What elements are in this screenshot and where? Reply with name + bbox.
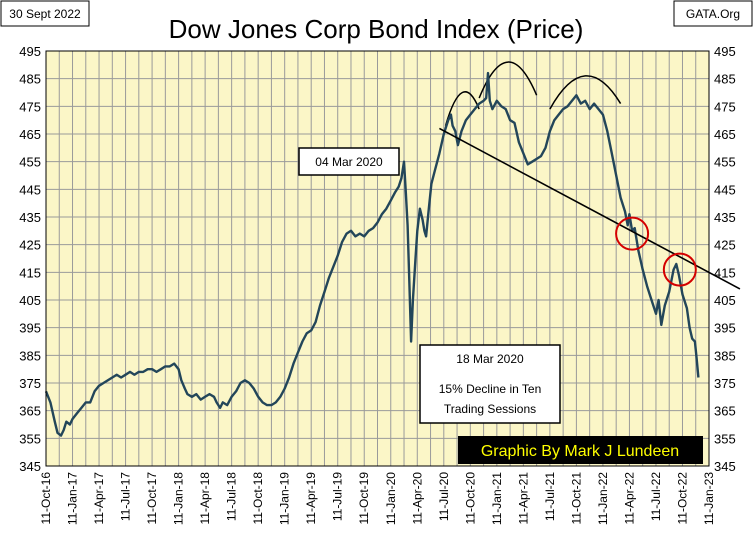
y-tick-right-0: 345: [714, 459, 736, 474]
y-tick-left-9: 435: [19, 210, 41, 225]
x-tick-3: 11-Jul-17: [119, 472, 133, 521]
x-tick-25: 11-Jan-23: [702, 472, 716, 525]
peak-arc-2: [549, 75, 622, 110]
y-tick-right-10: 445: [714, 182, 736, 197]
x-tick-13: 11-Jan-20: [384, 472, 398, 525]
x-tick-19: 11-Jul-21: [543, 472, 557, 521]
x-tick-10: 11-Apr-19: [304, 472, 318, 525]
x-tick-11: 11-Jul-19: [331, 472, 345, 521]
x-tick-18: 11-Apr-21: [516, 472, 530, 525]
x-tick-15: 11-Jul-20: [437, 472, 451, 521]
annotation-box-mar4: [298, 147, 400, 176]
y-tick-left-14: 485: [19, 72, 41, 87]
trendline-group: [439, 127, 741, 290]
annotation-mar18-line2: 15% Decline in Ten: [439, 382, 542, 396]
date-label: 30 Sept 2022: [9, 7, 81, 21]
highlight-circle-1: [662, 252, 697, 287]
y-tick-right-11: 455: [714, 155, 736, 170]
x-tick-0: 11-Oct-16: [39, 472, 53, 525]
y-tick-left-5: 395: [19, 321, 41, 336]
y-tick-left-13: 475: [19, 99, 41, 114]
annotation-box-mar18: [419, 344, 561, 424]
y-tick-right-4: 385: [714, 348, 736, 363]
y-tick-right-1: 355: [714, 431, 736, 446]
series-group: [44, 71, 700, 437]
credit-text: Graphic By Mark J Lundeen: [481, 443, 679, 460]
x-tick-16: 11-Oct-20: [463, 472, 477, 525]
y-tick-left-8: 425: [19, 238, 41, 253]
y-tick-right-13: 475: [714, 99, 736, 114]
highlight-circles: [615, 216, 697, 287]
y-tick-left-1: 355: [19, 431, 41, 446]
highlight-circle-0: [615, 216, 650, 251]
x-tick-2: 11-Apr-17: [92, 472, 106, 525]
x-tick-6: 11-Apr-18: [198, 472, 212, 525]
y-tick-right-7: 415: [714, 265, 736, 280]
x-tick-23: 11-Jul-22: [649, 472, 663, 521]
annotation-mar18-line3: Trading Sessions: [444, 402, 536, 416]
x-tick-5: 11-Jan-18: [172, 472, 186, 525]
y-tick-right-3: 375: [714, 376, 736, 391]
y-tick-left-10: 445: [19, 182, 41, 197]
x-tick-8: 11-Oct-18: [251, 472, 265, 525]
credit-box: [458, 436, 703, 464]
x-tick-24: 11-Oct-22: [675, 472, 689, 525]
x-tick-7: 11-Jul-18: [225, 472, 239, 521]
peak-arc-1: [478, 61, 538, 99]
y-tick-left-7: 415: [19, 265, 41, 280]
x-tick-20: 11-Oct-21: [569, 472, 583, 525]
y-tick-left-4: 385: [19, 348, 41, 363]
chart-title: Dow Jones Corp Bond Index (Price): [169, 14, 584, 44]
y-tick-left-0: 345: [19, 459, 41, 474]
y-axis-left: 345 355 365 375 385 395 405 415 425 435 445 455 465 4…: [19, 44, 41, 474]
y-tick-right-9: 435: [714, 210, 736, 225]
y-tick-right-8: 425: [714, 238, 736, 253]
y-tick-left-12: 465: [19, 127, 41, 142]
annotation-mar18-line1: 18 Mar 2020: [456, 352, 524, 366]
y-tick-left-3: 375: [19, 376, 41, 391]
annotation-mar4-text: 04 Mar 2020: [315, 155, 383, 169]
source-box: [673, 0, 753, 27]
x-tick-12: 11-Oct-19: [357, 472, 371, 525]
x-tick-4: 11-Oct-17: [145, 472, 159, 525]
y-tick-left-11: 455: [19, 155, 41, 170]
x-tick-9: 11-Jan-19: [278, 472, 292, 525]
y-tick-left-2: 365: [19, 404, 41, 419]
y-tick-left-6: 405: [19, 293, 41, 308]
date-box: [0, 0, 90, 27]
x-tick-1: 11-Jan-17: [66, 472, 80, 525]
x-tick-22: 11-Apr-22: [622, 472, 636, 525]
x-tick-14: 11-Apr-20: [410, 472, 424, 525]
trendline: [439, 127, 741, 290]
y-tick-right-12: 465: [714, 127, 736, 142]
y-tick-right-5: 395: [714, 321, 736, 336]
y-tick-right-2: 365: [714, 404, 736, 419]
grid-lines: [46, 50, 709, 467]
x-tick-17: 11-Jan-21: [490, 472, 504, 525]
x-tick-21: 11-Jan-22: [596, 472, 610, 525]
series-line-0: [44, 71, 700, 437]
y-tick-left-15: 495: [19, 44, 41, 59]
x-axis: 11-Oct-16 11-Jan-17 11-Apr-17 11-Jul-17 11-O…: [39, 472, 716, 525]
y-tick-right-6: 405: [714, 293, 736, 308]
peak-arcs: [444, 61, 622, 126]
peak-arc-0: [444, 91, 480, 126]
y-axis-right: 345 355 365 375 385 395 405 415 425 435 445 455 465 4…: [714, 44, 736, 474]
source-label: GATA.Org: [686, 7, 740, 21]
plot-border: [45, 50, 710, 467]
y-tick-right-14: 485: [714, 72, 736, 87]
y-tick-right-15: 495: [714, 44, 736, 59]
